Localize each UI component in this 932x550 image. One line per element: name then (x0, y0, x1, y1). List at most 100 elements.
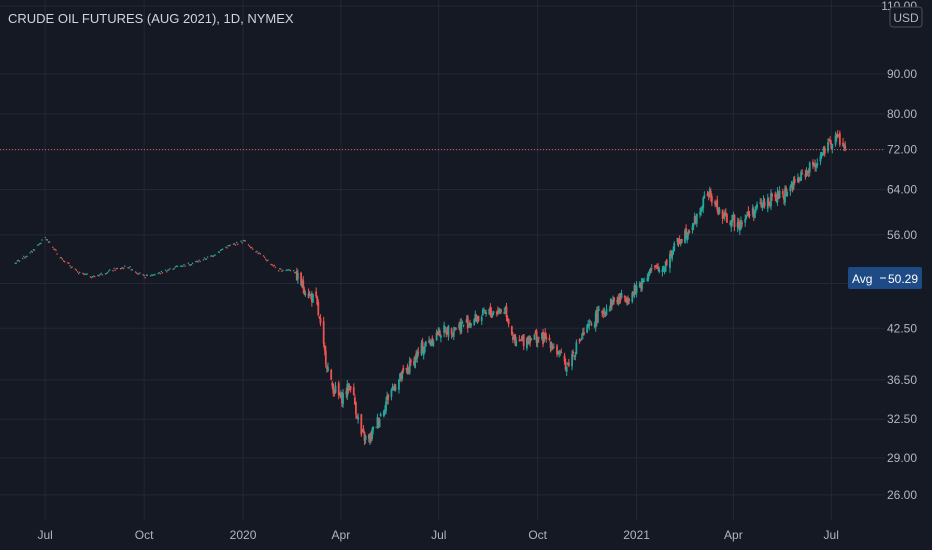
candle (752, 209, 755, 217)
candle (688, 230, 691, 234)
candle (345, 391, 348, 394)
candle (377, 418, 380, 425)
candle (759, 202, 762, 204)
candle (182, 265, 184, 267)
candle (470, 323, 472, 327)
candle (247, 244, 250, 246)
candle (408, 360, 411, 374)
candle (289, 269, 292, 272)
candle (579, 339, 582, 341)
candle (204, 258, 207, 260)
candle (480, 316, 483, 321)
candle (520, 338, 523, 340)
candle (227, 245, 229, 247)
candle (836, 134, 839, 137)
candle (371, 430, 373, 440)
candle (233, 243, 236, 245)
candle (496, 310, 499, 313)
candle (116, 267, 118, 270)
candle (271, 263, 273, 266)
candle (151, 274, 153, 276)
candle (105, 272, 108, 275)
candle (153, 274, 155, 276)
candle (549, 342, 552, 349)
candle (663, 268, 666, 270)
candle (806, 170, 809, 172)
candle (491, 313, 494, 317)
candle (718, 208, 721, 214)
x-tick-label: 2021 (623, 528, 650, 542)
candle (656, 267, 658, 269)
candle (450, 328, 453, 335)
candle (784, 188, 786, 203)
candle (776, 191, 779, 203)
candle (475, 315, 478, 322)
candle (432, 340, 435, 346)
price-series (14, 130, 847, 446)
candle (364, 435, 367, 440)
candle (113, 267, 115, 270)
candle (46, 239, 49, 241)
candle (510, 326, 513, 335)
candle (610, 301, 613, 307)
candle (699, 212, 701, 215)
candle (721, 209, 724, 220)
candle (492, 311, 495, 314)
candle (706, 193, 709, 196)
candle (455, 328, 457, 330)
candle (560, 352, 563, 354)
candle (218, 251, 221, 253)
candle (838, 132, 841, 145)
candle (808, 162, 811, 173)
candle (372, 426, 375, 431)
candle (537, 337, 540, 339)
candle (77, 272, 80, 275)
candle (526, 338, 528, 349)
candle (789, 186, 792, 192)
candle (783, 196, 785, 200)
candle (40, 242, 42, 245)
candle (716, 199, 719, 210)
candle (331, 382, 334, 387)
candle (115, 267, 117, 270)
candle (166, 271, 168, 273)
candle (529, 336, 532, 343)
candle (112, 270, 114, 272)
candle (830, 142, 833, 149)
candle (127, 267, 129, 269)
candle (798, 178, 800, 182)
candle (85, 273, 87, 276)
candle (766, 198, 769, 209)
candle (653, 266, 656, 268)
candle (114, 269, 116, 272)
candle (777, 192, 780, 199)
candle (800, 171, 803, 181)
candle (217, 251, 219, 253)
candle (278, 270, 280, 272)
currency-badge[interactable]: USD (889, 6, 923, 28)
candle (352, 387, 355, 396)
candle (330, 369, 333, 380)
candle (672, 250, 675, 255)
candle (376, 417, 379, 427)
candle (631, 292, 634, 302)
candle (59, 257, 61, 259)
candle (341, 395, 343, 404)
candle (587, 323, 590, 327)
y-tick-label: 64.00 (887, 183, 917, 197)
candle (196, 260, 198, 263)
candle (191, 262, 194, 265)
x-axis[interactable]: Jul Oct 2020 Apr Jul Oct 2021 Apr Jul (37, 528, 838, 542)
candle (484, 311, 486, 314)
candle (197, 261, 199, 263)
candle (281, 270, 283, 272)
candle (136, 272, 138, 274)
candle (172, 268, 174, 271)
candle (317, 302, 320, 316)
candle (723, 212, 726, 217)
candle (15, 262, 17, 265)
candle (307, 293, 310, 299)
candle (400, 372, 402, 379)
candle (428, 340, 430, 343)
